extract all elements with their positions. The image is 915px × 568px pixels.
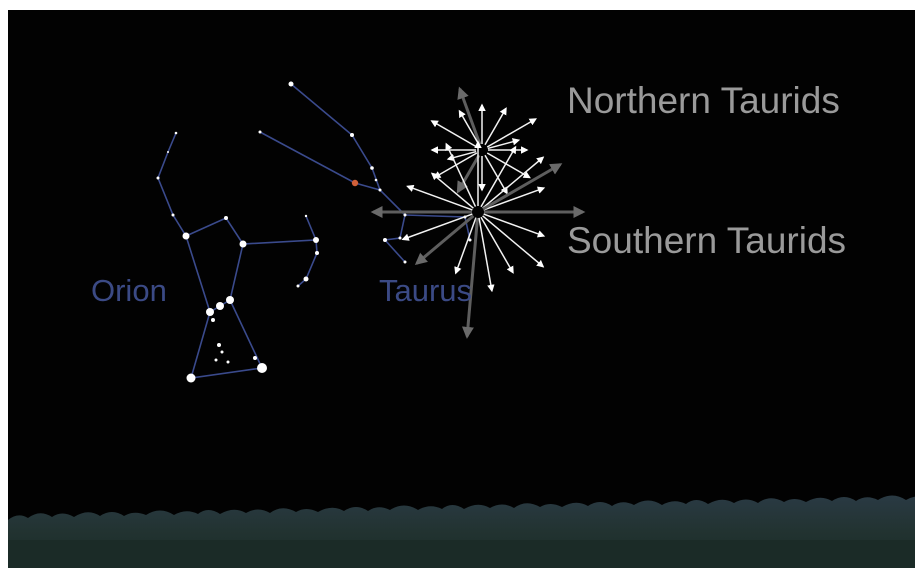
star (259, 131, 262, 134)
star (404, 261, 407, 264)
star (187, 374, 196, 383)
northern-label: Northern Taurids (567, 80, 840, 121)
star (221, 351, 224, 354)
star (315, 251, 319, 255)
star (350, 133, 354, 137)
star (211, 318, 215, 322)
star (383, 238, 387, 242)
star (297, 285, 300, 288)
page: Northern Taurids Southern Taurids Orion … (0, 0, 915, 568)
orion-label: Orion (91, 273, 167, 308)
star (167, 151, 169, 153)
star (175, 132, 178, 135)
ground (8, 540, 915, 568)
star (257, 363, 267, 373)
star (183, 233, 190, 240)
star (375, 179, 378, 182)
star (215, 359, 218, 362)
star (289, 82, 294, 87)
sky-illustration: Northern Taurids Southern Taurids Orion … (0, 0, 915, 568)
star (172, 214, 175, 217)
star (253, 356, 257, 360)
taurus-label: Taurus (379, 273, 472, 308)
star (379, 189, 382, 192)
star (313, 237, 319, 243)
star (206, 308, 214, 316)
aldebaran (352, 180, 358, 186)
star (370, 166, 374, 170)
star (216, 302, 224, 310)
star (157, 177, 160, 180)
star (240, 241, 247, 248)
star (224, 216, 228, 220)
star (217, 343, 221, 347)
southern-label: Southern Taurids (567, 220, 846, 261)
star (226, 296, 234, 304)
star (305, 215, 307, 217)
star (404, 214, 407, 217)
star (399, 237, 402, 240)
star (304, 277, 309, 282)
star (227, 361, 230, 364)
